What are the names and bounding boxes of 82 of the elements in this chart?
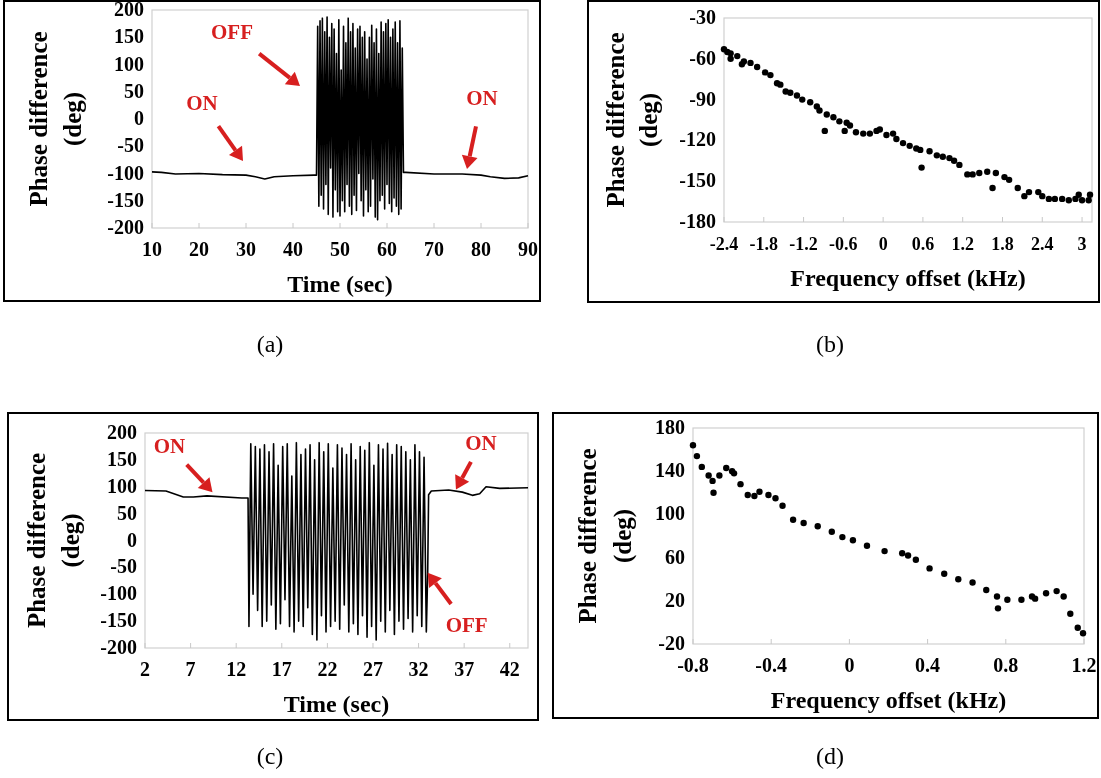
y-tick-label: 60	[665, 545, 685, 568]
y-tick-label: -100	[107, 161, 144, 184]
text: (b)	[816, 331, 844, 357]
y-tick-label: 100	[655, 502, 685, 525]
x-tick-label: 2.4	[1031, 234, 1054, 254]
x-tick-label: 7	[185, 658, 196, 680]
y-tick-label: 100	[114, 52, 144, 75]
x-tick-label: 90	[518, 238, 538, 260]
x-tick-label: 60	[377, 238, 397, 260]
x-tick-label: 80	[471, 238, 491, 260]
y-tick-label: -150	[107, 188, 144, 211]
x-tick-label: 1.8	[991, 234, 1014, 254]
x-tick-label: 50	[330, 238, 350, 260]
y-tick-label: -100	[100, 582, 137, 605]
x-tick-label: 0.6	[911, 234, 935, 254]
x-axis-title: Frequency offset (kHz)	[770, 687, 1007, 713]
x-tick-label: 0	[844, 654, 855, 676]
y-tick-label: 50	[124, 79, 144, 102]
y-tick-label: -200	[107, 216, 144, 238]
y-tick-label: -200	[100, 636, 137, 658]
x-tick-label: 40	[283, 238, 303, 260]
x-tick-label: 22	[317, 658, 338, 680]
y-tick-label: 150	[107, 447, 137, 470]
x-tick-label: -0.4	[755, 654, 788, 676]
x-tick-label: -2.4	[709, 234, 739, 254]
y-tick-label: 20	[665, 588, 685, 611]
text: (d)	[816, 743, 844, 769]
y-tick-label: 180	[655, 416, 685, 438]
annotation: ON	[153, 434, 186, 459]
x-tick-label: 70	[424, 238, 444, 260]
x-tick-label: 1.2	[951, 234, 974, 254]
y-tick-label: 50	[117, 501, 137, 524]
y-tick-label: -60	[689, 46, 716, 69]
x-tick-label: 0.8	[993, 654, 1019, 676]
x-tick-label: 3	[1077, 234, 1087, 254]
y-tick-label: -30	[689, 6, 716, 28]
y-tick-label: -20	[658, 632, 685, 654]
y-tick-label: 200	[114, 0, 144, 20]
x-tick-label: 10	[142, 238, 162, 260]
annotation: OFF	[445, 612, 488, 637]
y-tick-label: 100	[107, 474, 137, 497]
y-axis-title: Phase difference (deg)	[573, 448, 637, 624]
y-axis-title: Phase difference (deg)	[22, 452, 85, 629]
annotation: ON	[465, 431, 497, 456]
x-tick-label: -1.8	[749, 234, 779, 254]
y-tick-label: -150	[679, 169, 716, 192]
x-axis-title: Frequency offset (kHz)	[790, 265, 1026, 291]
y-tick-label: -50	[117, 134, 144, 157]
x-axis-title: Time (sec)	[283, 691, 390, 717]
x-tick-label: 17	[271, 658, 292, 680]
y-tick-label: -90	[689, 87, 716, 110]
x-tick-label: 27	[362, 658, 383, 680]
annotation: ON	[186, 91, 218, 115]
x-tick-label: 0	[878, 234, 888, 254]
y-tick-label: -50	[110, 555, 137, 578]
x-tick-label: -0.6	[829, 234, 858, 254]
y-tick-label: -150	[100, 609, 137, 632]
text: (c)	[256, 743, 284, 769]
y-axis-title: Phase difference (deg)	[601, 32, 663, 208]
annotation: OFF	[211, 20, 253, 44]
y-tick-label: -180	[679, 210, 716, 232]
x-tick-label: 0.4	[915, 654, 941, 676]
y-tick-label: 200	[107, 421, 137, 443]
x-tick-label: -1.2	[789, 234, 818, 254]
x-tick-label: 32	[408, 658, 429, 680]
x-tick-label: 1.2	[1071, 654, 1097, 676]
x-tick-label: 12	[226, 658, 247, 680]
y-tick-label: 0	[127, 528, 137, 551]
y-axis-title: Phase difference (deg)	[24, 31, 87, 207]
y-tick-label: 150	[114, 25, 144, 48]
x-tick-label: -0.8	[677, 654, 709, 676]
text: (a)	[256, 331, 284, 357]
x-axis-title: Time (sec)	[287, 271, 393, 297]
annotation: ON	[466, 86, 498, 110]
y-tick-label: 0	[134, 107, 144, 129]
x-tick-label: 37	[454, 658, 475, 680]
x-tick-label: 2	[140, 658, 150, 680]
y-tick-label: -120	[679, 128, 716, 151]
x-tick-label: 20	[189, 238, 209, 260]
x-tick-label: 30	[236, 238, 256, 260]
x-tick-label: 42	[499, 658, 520, 680]
y-tick-label: 140	[655, 459, 685, 482]
